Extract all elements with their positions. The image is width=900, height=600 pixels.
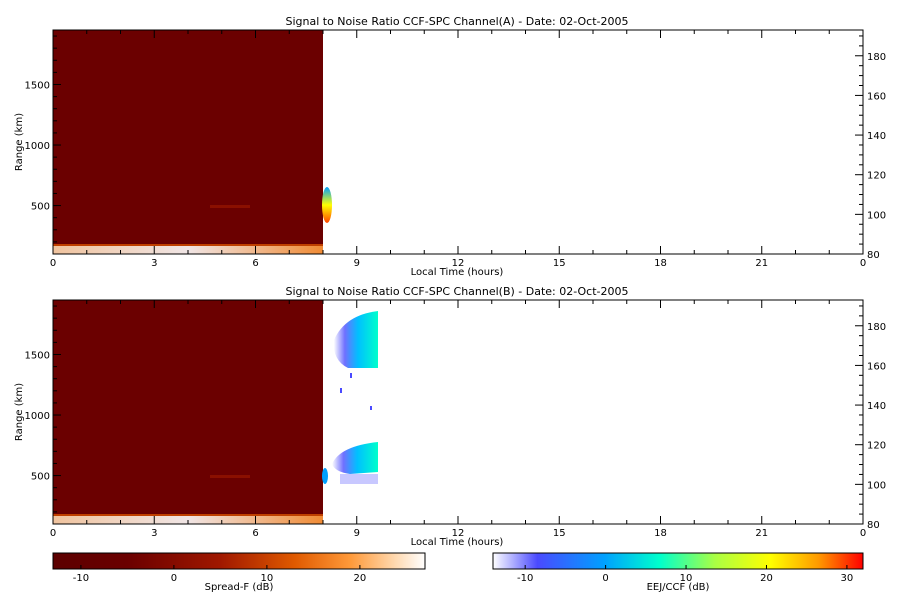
spread-f-region-b	[53, 300, 323, 524]
y2-tick-label: 80	[867, 520, 880, 531]
x-tick-label: 9	[354, 528, 360, 539]
x-tick-label: 9	[354, 258, 360, 269]
y-tick-label: 1500	[25, 80, 50, 91]
colorbar-tick-label: 10	[261, 573, 274, 584]
colorbar-tick-label: 20	[760, 573, 773, 584]
y2-tick-label: 120	[867, 441, 886, 452]
colorbar-tick-label: 20	[354, 573, 367, 584]
x-tick-label: 15	[553, 528, 566, 539]
eej-lower-patch-b	[332, 442, 378, 474]
x-tick-label: 6	[252, 528, 258, 539]
x-tick-label: 21	[755, 258, 768, 269]
x-axis-label-b: Local Time (hours)	[411, 537, 504, 548]
colorbar-spread-f-gradient	[52, 552, 426, 570]
colorbar-tick-label: 0	[602, 573, 608, 584]
y2-tick-label: 100	[867, 210, 886, 221]
eej-dot-b	[340, 388, 342, 393]
eej-dot-b	[370, 406, 372, 410]
spread-f-region-a	[53, 30, 323, 254]
x-tick-label: 15	[553, 258, 566, 269]
x-tick-label: 6	[252, 258, 258, 269]
panel-channel-b: Signal to Noise Ratio CCF-SPC Channel(B)…	[14, 285, 886, 548]
panel-channel-a: Signal to Noise Ratio CCF-SPC Channel(A)…	[14, 15, 886, 278]
colorbar-tick-label: 30	[841, 573, 854, 584]
y2-tick-label: 140	[867, 401, 886, 412]
y2-tick-label: 120	[867, 171, 886, 182]
y-tick-label: 1000	[25, 411, 50, 422]
x-tick-label: 3	[151, 528, 157, 539]
x-tick-label: 0	[50, 258, 56, 269]
x-tick-label: 12	[452, 258, 465, 269]
y2-tick-label: 160	[867, 91, 886, 102]
colorbar-eej-ccf-label: EEJ/CCF (dB)	[647, 582, 710, 593]
x-tick-label: 12	[452, 528, 465, 539]
colorbar-eej-ccf: -10 0 10 20 30 EEJ/CCF (dB)	[492, 552, 864, 593]
colorbar-spread-f: -10 0 10 20 Spread-F (dB)	[52, 552, 426, 593]
colorbar-tick-label: 0	[171, 573, 177, 584]
y2-tick-label: 80	[867, 250, 880, 261]
colorbar-eej-ccf-gradient	[492, 552, 864, 570]
x-tick-label: 18	[654, 258, 667, 269]
x-tick-label: 0	[860, 258, 866, 269]
y2-tick-label: 180	[867, 322, 886, 333]
spread-f-trace-b	[210, 475, 250, 478]
eej-upper-patch-b	[333, 311, 378, 368]
y2-tick-label: 140	[867, 131, 886, 142]
x-tick-label: 0	[860, 528, 866, 539]
y2-tick-label: 180	[867, 52, 886, 63]
y-axis-label-b: Range (km)	[14, 383, 25, 441]
x-tick-label: 0	[50, 528, 56, 539]
x-axis-label-a: Local Time (hours)	[411, 267, 504, 278]
y-tick-label: 500	[31, 202, 50, 213]
spread-f-edge-b	[53, 514, 323, 516]
y-tick-label: 1500	[25, 350, 50, 361]
eej-small-patch-b	[322, 468, 328, 484]
eej-lower-fringe-b	[340, 474, 378, 484]
chart-title-a: Signal to Noise Ratio CCF-SPC Channel(A)…	[285, 15, 628, 28]
y2-tick-label: 160	[867, 361, 886, 372]
eej-patch-a	[322, 187, 332, 223]
x-tick-label: 18	[654, 528, 667, 539]
colorbar-tick-label: 10	[680, 573, 693, 584]
colorbar-tick-label: -10	[73, 573, 89, 584]
eej-dot-b	[350, 373, 352, 378]
colorbar-tick-label: -10	[517, 573, 533, 584]
spread-f-trace-a	[210, 205, 250, 208]
y-tick-label: 500	[31, 472, 50, 483]
colorbar-spread-f-label: Spread-F (dB)	[205, 582, 274, 593]
spread-f-edge-a	[53, 244, 323, 246]
x-tick-label: 3	[151, 258, 157, 269]
y-tick-label: 1000	[25, 141, 50, 152]
x-tick-label: 21	[755, 528, 768, 539]
y-axis-label-a: Range (km)	[14, 113, 25, 171]
chart-title-b: Signal to Noise Ratio CCF-SPC Channel(B)…	[285, 285, 628, 298]
y2-tick-label: 100	[867, 480, 886, 491]
